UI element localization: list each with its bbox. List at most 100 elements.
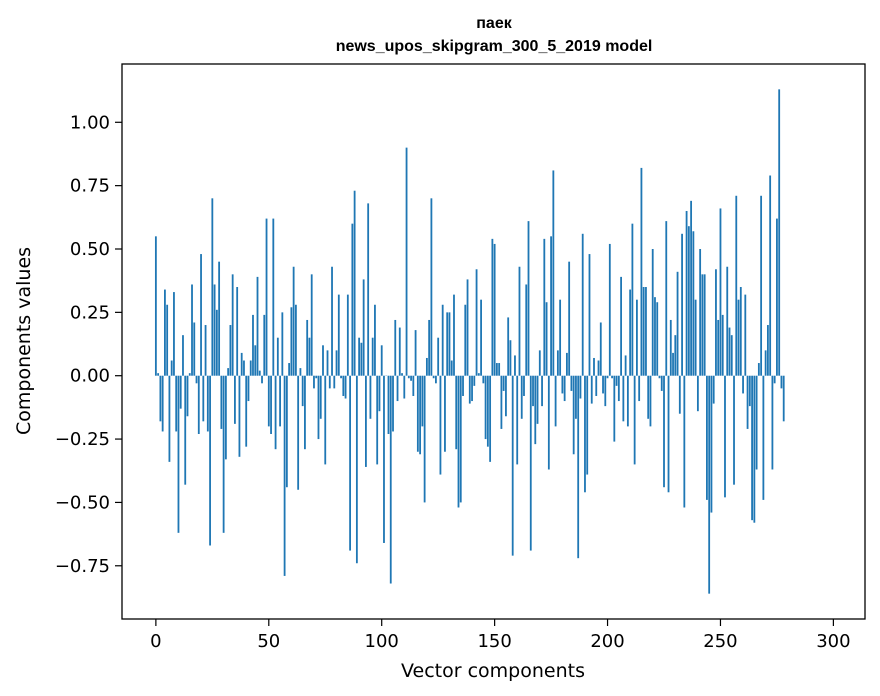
- bar-143: [477, 373, 480, 376]
- bar-104: [389, 375, 392, 584]
- bar-111: [405, 147, 408, 376]
- bar-195: [595, 375, 598, 396]
- bar-257: [735, 195, 738, 376]
- bar-117: [419, 375, 422, 455]
- bar-255: [730, 335, 733, 376]
- bar-158: [511, 375, 514, 556]
- bar-90: [358, 337, 361, 376]
- bar-278: [782, 375, 785, 422]
- bar-6: [168, 375, 171, 462]
- bar-132: [453, 294, 455, 376]
- bar-94: [367, 203, 370, 376]
- bar-172: [543, 238, 546, 376]
- bar-36: [236, 287, 239, 376]
- bar-268: [760, 195, 763, 376]
- bar-46: [258, 370, 261, 376]
- bar-241: [699, 249, 702, 376]
- bar-187: [577, 375, 580, 559]
- bar-66: [304, 375, 306, 450]
- bar-5: [166, 304, 169, 376]
- bar-75: [324, 375, 327, 465]
- bar-155: [505, 375, 507, 417]
- bar-175: [550, 236, 552, 376]
- bar-77: [328, 375, 331, 389]
- bar-99: [378, 375, 381, 412]
- bar-85: [346, 294, 349, 376]
- bar-32: [227, 368, 230, 376]
- bar-191: [586, 375, 589, 475]
- bar-3: [161, 375, 164, 432]
- bar-129: [446, 312, 449, 376]
- bar-152: [498, 363, 501, 376]
- bar-228: [669, 319, 672, 376]
- bar-121: [428, 319, 431, 376]
- bar-16: [191, 284, 193, 376]
- bar-171: [541, 375, 543, 407]
- bar-235: [685, 210, 688, 376]
- bar-275: [776, 218, 778, 376]
- bar-59: [288, 363, 291, 376]
- bar-12: [182, 335, 184, 376]
- bar-35: [234, 375, 236, 424]
- bar-120: [425, 357, 428, 376]
- bar-108: [398, 327, 401, 376]
- bar-201: [608, 243, 611, 376]
- bar-42: [249, 360, 252, 376]
- bar-10: [177, 375, 180, 533]
- bar-39: [243, 360, 245, 376]
- bar-267: [757, 363, 760, 376]
- bar-44: [254, 345, 257, 376]
- bar-134: [457, 375, 460, 508]
- bar-188: [579, 375, 582, 399]
- bar-130: [448, 312, 451, 376]
- bar-258: [737, 299, 740, 376]
- bar-251: [721, 314, 724, 376]
- bar-63: [297, 375, 300, 490]
- bar-84: [344, 375, 347, 399]
- bar-62: [294, 304, 297, 376]
- bar-240: [696, 375, 699, 412]
- bar-25: [211, 198, 214, 376]
- bar-180: [561, 375, 564, 394]
- bar-45: [256, 276, 259, 376]
- bar-54: [276, 337, 279, 376]
- bar-29: [220, 375, 223, 429]
- bar-167: [532, 375, 534, 407]
- bar-236: [687, 226, 690, 376]
- bar-114: [412, 375, 415, 396]
- bar-250: [719, 208, 722, 376]
- bar-22: [204, 325, 207, 376]
- bar-168: [534, 375, 537, 445]
- bar-119: [423, 375, 426, 503]
- y-axis: −0.75 −0.50 −0.25 0.00 0.25 0.50 0.75 1.00: [55, 112, 122, 577]
- bar-110: [403, 375, 406, 399]
- bar-80: [335, 350, 338, 376]
- bar-41: [247, 375, 250, 402]
- bar-139: [468, 375, 471, 404]
- bar-273: [771, 375, 774, 470]
- bar-199: [604, 375, 607, 407]
- bar-14: [186, 375, 189, 417]
- x-tick-label-2: 100: [365, 631, 399, 652]
- bar-272: [769, 175, 772, 376]
- bar-1: [157, 373, 160, 376]
- bar-9: [175, 375, 178, 432]
- bar-219: [649, 375, 652, 427]
- bar-43: [252, 314, 254, 376]
- bar-261: [744, 294, 747, 376]
- bar-55: [279, 375, 281, 427]
- bar-223: [658, 375, 661, 379]
- bar-210: [629, 289, 632, 376]
- bar-242: [701, 274, 704, 376]
- bar-164: [525, 284, 528, 376]
- bar-162: [520, 375, 523, 419]
- bar-52: [272, 218, 275, 376]
- bar-72: [317, 375, 320, 440]
- bar-113: [410, 375, 412, 381]
- bar-89: [355, 375, 358, 564]
- bar-208: [624, 355, 627, 376]
- bar-218: [647, 375, 650, 419]
- bar-68: [308, 337, 311, 376]
- bar-61: [292, 266, 295, 376]
- bar-221: [654, 297, 656, 376]
